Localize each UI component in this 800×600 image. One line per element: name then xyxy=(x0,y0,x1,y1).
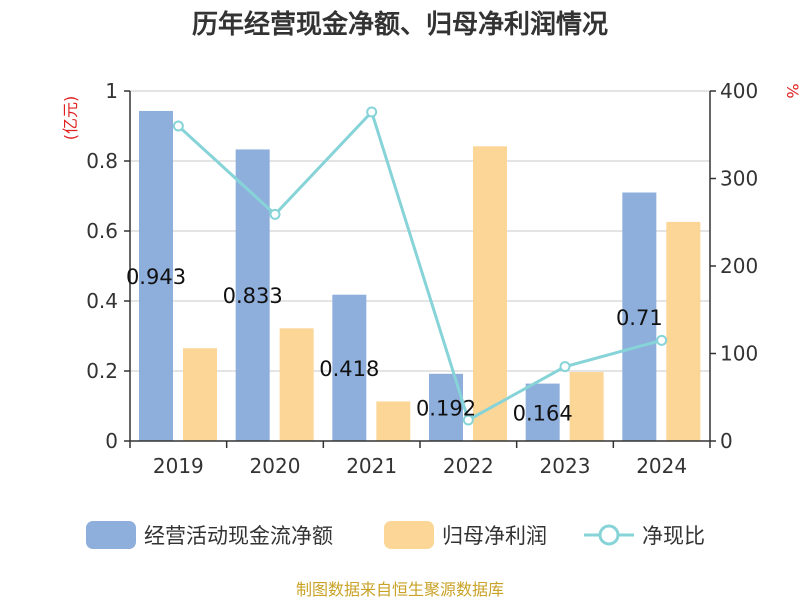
left-tick-label: 0.2 xyxy=(86,359,118,383)
bar-cash-flow xyxy=(332,294,367,441)
left-tick-label: 0 xyxy=(105,429,118,453)
x-tick-label: 2020 xyxy=(250,454,301,478)
right-axis-unit: % xyxy=(783,83,800,98)
legend: 经营活动现金流净额 归母净利润 净现比 xyxy=(86,521,705,549)
legend-label-net-profit: 归母净利润 xyxy=(442,524,547,548)
ratio-point xyxy=(172,120,184,132)
grid xyxy=(130,90,710,372)
left-tick-label: 0.8 xyxy=(86,149,118,173)
ratio-line xyxy=(172,106,668,426)
ratio-point xyxy=(559,361,571,373)
data-label-cash-flow: 0.833 xyxy=(223,284,283,308)
data-label-cash-flow: 0.164 xyxy=(513,401,573,425)
bars xyxy=(139,110,701,442)
bar-net-profit xyxy=(569,372,604,441)
bar-cash-flow xyxy=(525,383,560,441)
bar-cash-flow xyxy=(235,149,270,441)
right-tick-label: 100 xyxy=(720,342,758,366)
axes: 0 0.2 0.4 0.6 0.8 1 0 100 200 300 400 2019 2020 2021 2… xyxy=(86,79,758,478)
ratio-point xyxy=(366,106,378,118)
source-note: 制图数据来自恒生聚源数据库 xyxy=(296,580,504,599)
bar-net-profit xyxy=(183,348,217,441)
left-axis-unit: (亿元) xyxy=(61,96,80,141)
legend-swatch-cash-flow xyxy=(86,521,136,549)
legend-swatch-ratio-marker xyxy=(598,524,620,546)
data-labels: 0.943 0.833 0.418 0.192 0.164 0.71 xyxy=(126,265,663,425)
left-tick-label: 0.6 xyxy=(86,219,118,243)
bar-cash-flow xyxy=(622,192,657,441)
left-tick-label: 0.4 xyxy=(86,289,118,313)
right-tick-label: 300 xyxy=(720,167,758,191)
bar-net-profit xyxy=(666,221,701,441)
bar-cash-flow xyxy=(139,110,173,441)
bar-net-profit xyxy=(376,401,411,441)
right-tick-label: 200 xyxy=(720,254,758,278)
legend-label-ratio: 净现比 xyxy=(642,524,705,548)
bar-net-profit xyxy=(473,146,507,442)
legend-swatch-net-profit xyxy=(384,521,434,549)
ratio-point xyxy=(656,334,668,346)
ratio-point xyxy=(462,414,474,426)
ratio-line-path xyxy=(177,109,663,423)
ratio-point xyxy=(269,208,281,220)
data-label-cash-flow: 0.418 xyxy=(319,357,379,381)
x-tick-label: 2019 xyxy=(153,454,204,478)
right-tick-label: 400 xyxy=(720,79,758,103)
data-label-cash-flow: 0.943 xyxy=(126,265,186,289)
x-tick-label: 2023 xyxy=(540,454,591,478)
bar-net-profit xyxy=(279,328,314,441)
legend-label-cash-flow: 经营活动现金流净额 xyxy=(144,524,333,548)
data-label-cash-flow: 0.192 xyxy=(416,396,476,420)
data-label-cash-flow: 0.71 xyxy=(616,306,663,330)
x-tick-label: 2021 xyxy=(346,454,397,478)
chart-title: 历年经营现金净额、归母净利润情况 xyxy=(192,9,608,40)
right-tick-label: 0 xyxy=(720,429,733,453)
left-tick-label: 1 xyxy=(105,79,118,103)
x-tick-label: 2022 xyxy=(443,454,494,478)
x-tick-label: 2024 xyxy=(636,454,687,478)
